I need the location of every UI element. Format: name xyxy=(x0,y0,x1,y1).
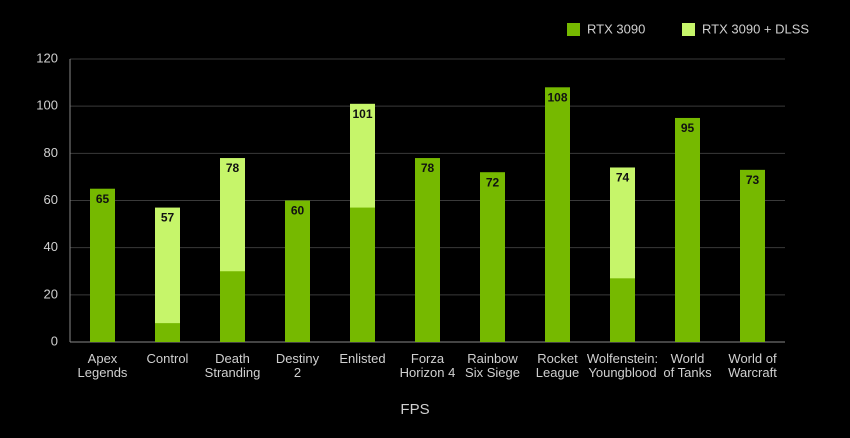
x-tick-label: Control xyxy=(146,351,189,366)
bar xyxy=(285,200,310,342)
value-label: 101 xyxy=(352,107,372,121)
x-tick-label: Death Stranding xyxy=(204,351,261,380)
y-tick-label: 60 xyxy=(44,192,58,207)
legend-label: RTX 3090 + DLSS xyxy=(702,21,809,36)
value-label: 60 xyxy=(291,204,305,218)
y-tick-label: 120 xyxy=(36,50,58,65)
y-tick-label: 80 xyxy=(44,145,58,160)
value-label: 73 xyxy=(746,173,760,187)
value-label: 65 xyxy=(96,192,110,206)
legend-swatch xyxy=(682,23,695,36)
bar xyxy=(675,117,700,342)
bar xyxy=(155,207,180,342)
bar xyxy=(90,188,115,342)
bar xyxy=(415,158,440,342)
x-tick-label: Forza Horizon 4 xyxy=(399,351,456,380)
x-tick-label: Rocket League xyxy=(535,351,580,380)
legend-label: RTX 3090 xyxy=(587,21,645,36)
x-tick-label: Rainbow Six Siege xyxy=(465,351,520,380)
x-tick-label: World of Tanks xyxy=(663,351,712,380)
x-tick-label: Apex Legends xyxy=(77,351,128,380)
value-label: 57 xyxy=(161,211,175,225)
bar xyxy=(545,87,570,342)
bar xyxy=(220,271,245,342)
value-label: 108 xyxy=(547,90,567,104)
value-label: 78 xyxy=(421,161,435,175)
x-tick-label: Wolfenstein: Youngblood xyxy=(586,351,659,380)
x-tick-label: Destiny 2 xyxy=(275,351,320,380)
bar xyxy=(480,172,505,342)
bar xyxy=(740,169,765,342)
value-label: 95 xyxy=(681,121,695,135)
bar xyxy=(610,278,635,342)
legend-swatch xyxy=(567,23,580,36)
x-axis-title: FPS xyxy=(400,401,429,418)
y-tick-label: 0 xyxy=(51,333,58,348)
x-tick-label: World of Warcraft xyxy=(728,351,777,380)
value-label: 74 xyxy=(616,171,630,185)
value-label: 78 xyxy=(226,161,240,175)
value-label: 72 xyxy=(486,175,500,189)
y-tick-label: 100 xyxy=(36,98,58,113)
y-tick-label: 20 xyxy=(44,286,58,301)
x-tick-label: Enlisted xyxy=(339,351,386,366)
y-tick-label: 40 xyxy=(44,239,58,254)
bar xyxy=(350,207,375,342)
bar xyxy=(155,323,180,342)
